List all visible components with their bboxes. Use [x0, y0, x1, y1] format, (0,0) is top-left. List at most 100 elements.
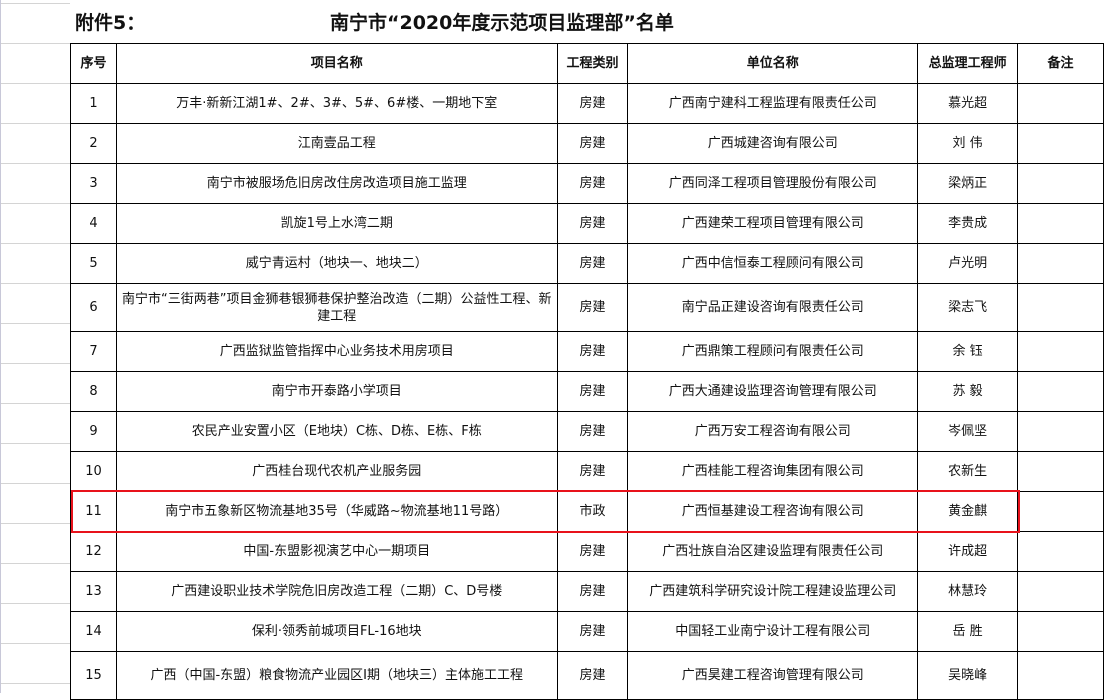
index-cell[interactable]: 6 — [70, 283, 117, 332]
remarks-cell[interactable] — [1017, 331, 1104, 372]
remarks-cell[interactable] — [1017, 283, 1104, 332]
project-name-cell[interactable]: 凯旋1号上水湾二期 — [115, 203, 558, 244]
chief-engineer-cell[interactable]: 农新生 — [917, 451, 1019, 492]
project-name-cell[interactable]: 中国-东盟影视演艺中心一期项目 — [115, 531, 558, 572]
company-cell[interactable]: 广西同泽工程项目管理股份有限公司 — [627, 163, 919, 204]
chief-engineer-cell[interactable]: 梁炳正 — [917, 163, 1019, 204]
remarks-cell[interactable] — [1017, 451, 1104, 492]
project-name-cell[interactable]: 广西建设职业技术学院危旧房改造工程（二期）C、D号楼 — [115, 571, 558, 612]
category-cell[interactable]: 房建 — [556, 611, 629, 652]
remarks-cell[interactable] — [1017, 83, 1104, 124]
project-name-cell[interactable]: 万丰·新新江湖1#、2#、3#、5#、6#楼、一期地下室 — [115, 83, 558, 124]
category-cell[interactable]: 房建 — [556, 451, 629, 492]
chief-engineer-cell[interactable]: 林慧玲 — [917, 571, 1019, 612]
sheet-grid-background — [0, 0, 70, 693]
company-cell[interactable]: 广西城建咨询有限公司 — [627, 123, 919, 164]
category-cell[interactable]: 房建 — [556, 371, 629, 412]
remarks-cell[interactable] — [1017, 531, 1104, 572]
header-cell[interactable]: 总监理工程师 — [917, 43, 1019, 84]
table-row: 14 保利·领秀前城项目FL-16地块 房建 中国轻工业南宁设计工程有限公司岳 胜 — [70, 611, 1104, 652]
header-cell[interactable]: 工程类别 — [556, 43, 629, 84]
chief-engineer-cell[interactable]: 吴晓峰 — [917, 651, 1019, 700]
chief-engineer-cell[interactable]: 卢光明 — [917, 243, 1019, 284]
chief-engineer-cell[interactable]: 苏 毅 — [917, 371, 1019, 412]
project-name-cell[interactable]: 广西桂台现代农机产业服务园 — [115, 451, 558, 492]
index-cell[interactable]: 7 — [70, 331, 117, 372]
company-cell[interactable]: 广西桂能工程咨询集团有限公司 — [627, 451, 919, 492]
index-cell[interactable]: 8 — [70, 371, 117, 412]
index-cell[interactable]: 13 — [70, 571, 117, 612]
remarks-cell[interactable] — [1017, 491, 1104, 532]
chief-engineer-cell[interactable]: 梁志飞 — [917, 283, 1019, 332]
remarks-cell[interactable] — [1017, 371, 1104, 412]
chief-engineer-cell[interactable]: 岳 胜 — [917, 611, 1019, 652]
company-cell[interactable]: 广西万安工程咨询有限公司 — [627, 411, 919, 452]
index-cell[interactable]: 15 — [70, 651, 117, 700]
category-cell[interactable]: 房建 — [556, 531, 629, 572]
chief-engineer-cell[interactable]: 许成超 — [917, 531, 1019, 572]
index-cell[interactable]: 10 — [70, 451, 117, 492]
company-cell[interactable]: 广西大通建设监理咨询管理有限公司 — [627, 371, 919, 412]
project-name-cell[interactable]: 江南壹品工程 — [115, 123, 558, 164]
category-cell[interactable]: 市政 — [556, 491, 629, 532]
index-cell[interactable]: 14 — [70, 611, 117, 652]
project-name-cell[interactable]: 威宁青运村（地块一、地块二） — [115, 243, 558, 284]
company-cell[interactable]: 南宁品正建设咨询有限责任公司 — [627, 283, 919, 332]
remarks-cell[interactable] — [1017, 163, 1104, 204]
index-cell[interactable]: 2 — [70, 123, 117, 164]
company-cell[interactable]: 广西恒基建设工程咨询有限公司 — [627, 491, 919, 532]
company-cell[interactable]: 广西南宁建科工程监理有限责任公司 — [627, 83, 919, 124]
category-cell[interactable]: 房建 — [556, 163, 629, 204]
project-name-cell[interactable]: 保利·领秀前城项目FL-16地块 — [115, 611, 558, 652]
company-cell[interactable]: 广西建荣工程项目管理有限公司 — [627, 203, 919, 244]
header-row: 序号 项目名称 工程类别 单位名称 总监理工程师 备注 — [70, 43, 1104, 84]
remarks-cell[interactable] — [1017, 571, 1104, 612]
company-cell[interactable]: 广西昊建工程咨询管理有限公司 — [627, 651, 919, 700]
page-title: 南宁市“2020年度示范项目监理部”名单 — [330, 12, 674, 34]
remarks-cell[interactable] — [1017, 123, 1104, 164]
company-cell[interactable]: 广西建筑科学研究设计院工程建设监理公司 — [627, 571, 919, 612]
project-name-cell[interactable]: 南宁市五象新区物流基地35号（华威路~物流基地11号路） — [115, 491, 558, 532]
chief-engineer-cell[interactable]: 岑佩坚 — [917, 411, 1019, 452]
company-cell[interactable]: 广西鼎策工程顾问有限责任公司 — [627, 331, 919, 372]
company-cell[interactable]: 中国轻工业南宁设计工程有限公司 — [627, 611, 919, 652]
category-cell[interactable]: 房建 — [556, 331, 629, 372]
header-cell[interactable]: 项目名称 — [115, 43, 558, 84]
header-cell[interactable]: 单位名称 — [627, 43, 919, 84]
project-name-cell[interactable]: 南宁市开泰路小学项目 — [115, 371, 558, 412]
index-cell[interactable]: 4 — [70, 203, 117, 244]
category-cell[interactable]: 房建 — [556, 571, 629, 612]
project-name-cell[interactable]: 南宁市被服场危旧房改住房改造项目施工监理 — [115, 163, 558, 204]
index-cell[interactable]: 12 — [70, 531, 117, 572]
category-cell[interactable]: 房建 — [556, 651, 629, 700]
category-cell[interactable]: 房建 — [556, 283, 629, 332]
company-cell[interactable]: 广西壮族自治区建设监理有限责任公司 — [627, 531, 919, 572]
header-cell[interactable]: 备注 — [1017, 43, 1104, 84]
category-cell[interactable]: 房建 — [556, 411, 629, 452]
index-cell[interactable]: 9 — [70, 411, 117, 452]
index-cell[interactable]: 1 — [70, 83, 117, 124]
project-name-cell[interactable]: 广西（中国-东盟）粮食物流产业园区Ⅰ期（地块三）主体施工工程 — [115, 651, 558, 700]
remarks-cell[interactable] — [1017, 411, 1104, 452]
chief-engineer-cell[interactable]: 黄金麒 — [917, 491, 1019, 532]
index-cell[interactable]: 5 — [70, 243, 117, 284]
index-cell[interactable]: 11 — [70, 491, 117, 532]
chief-engineer-cell[interactable]: 李贵成 — [917, 203, 1019, 244]
category-cell[interactable]: 房建 — [556, 243, 629, 284]
chief-engineer-cell[interactable]: 余 钰 — [917, 331, 1019, 372]
remarks-cell[interactable] — [1017, 611, 1104, 652]
chief-engineer-cell[interactable]: 刘 伟 — [917, 123, 1019, 164]
remarks-cell[interactable] — [1017, 651, 1104, 700]
project-name-cell[interactable]: 南宁市“三街两巷”项目金狮巷银狮巷保护整治改造（二期）公益性工程、新建工程 — [115, 283, 558, 332]
company-cell[interactable]: 广西中信恒泰工程顾问有限公司 — [627, 243, 919, 284]
chief-engineer-cell[interactable]: 慕光超 — [917, 83, 1019, 124]
project-name-cell[interactable]: 农民产业安置小区（E地块）C栋、D栋、E栋、F栋 — [115, 411, 558, 452]
category-cell[interactable]: 房建 — [556, 123, 629, 164]
remarks-cell[interactable] — [1017, 203, 1104, 244]
index-cell[interactable]: 3 — [70, 163, 117, 204]
remarks-cell[interactable] — [1017, 243, 1104, 284]
category-cell[interactable]: 房建 — [556, 203, 629, 244]
header-cell[interactable]: 序号 — [70, 43, 117, 84]
project-name-cell[interactable]: 广西监狱监管指挥中心业务技术用房项目 — [115, 331, 558, 372]
category-cell[interactable]: 房建 — [556, 83, 629, 124]
